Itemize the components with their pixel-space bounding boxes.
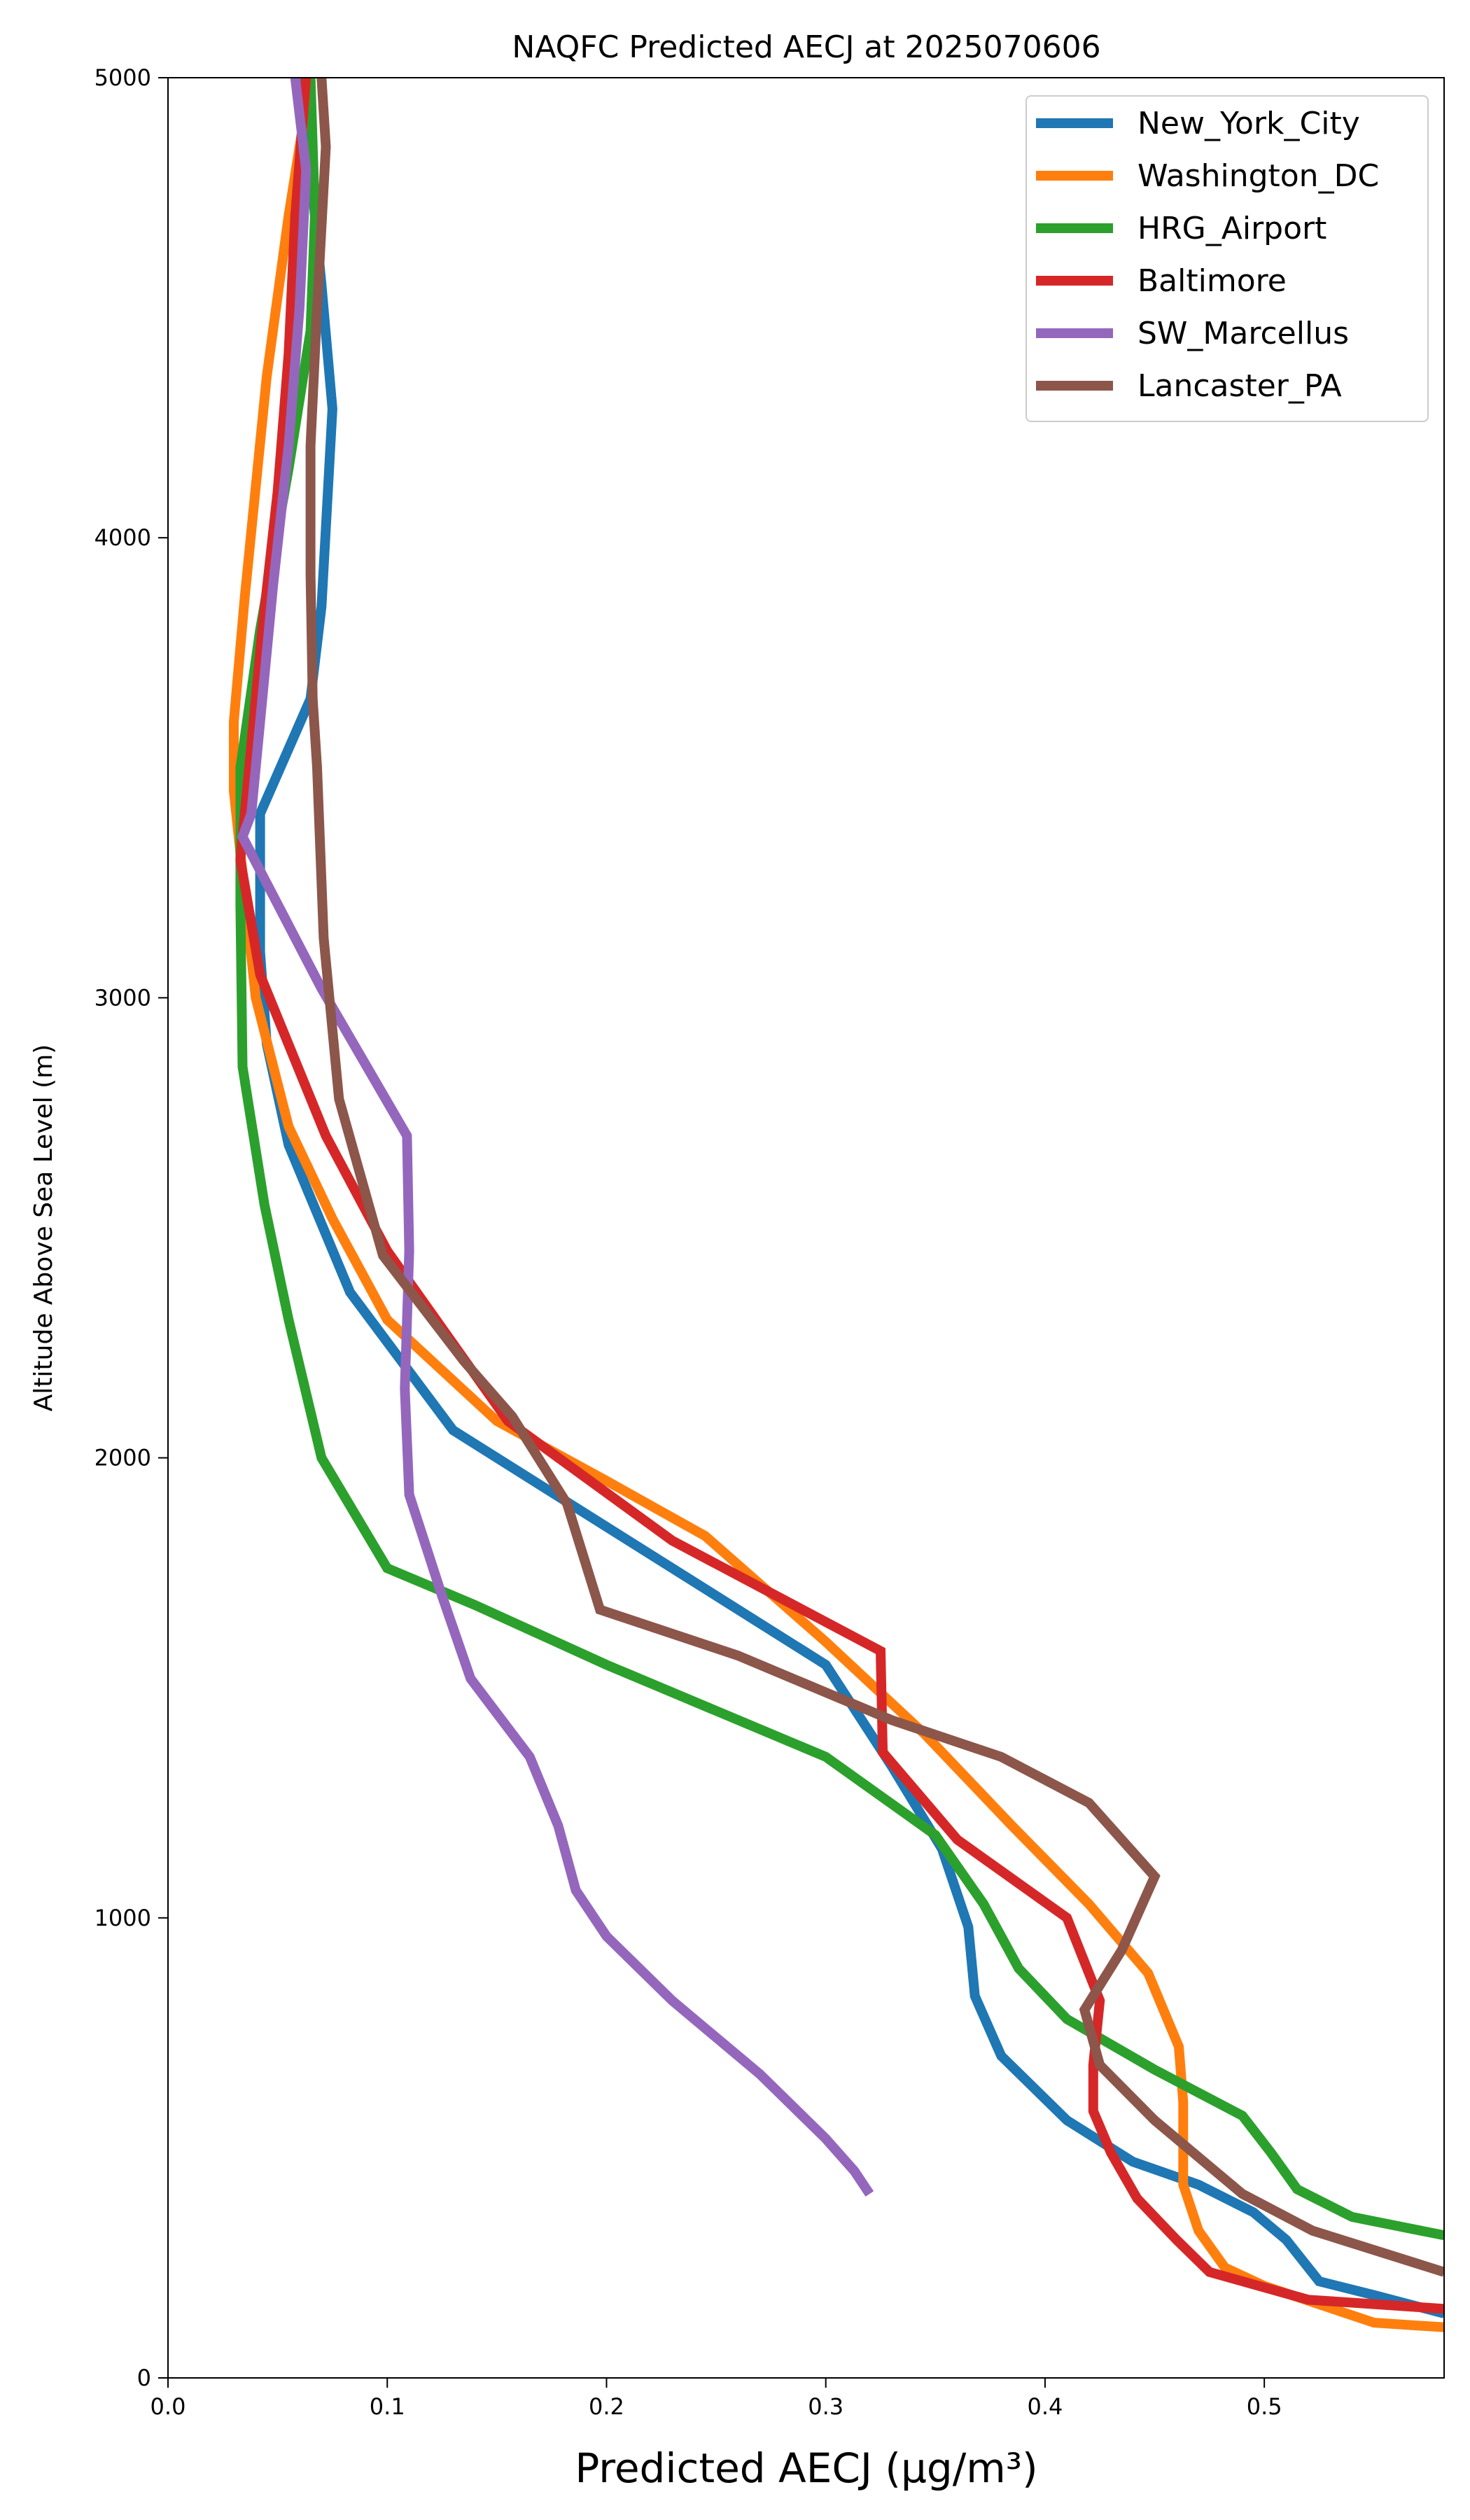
y-axis: 0 1000 2000 3000 4000 5000 — [94, 64, 168, 2391]
y-tick-label: 0 — [137, 2365, 151, 2391]
plot-frame — [167, 77, 1445, 2379]
legend-label-hrg-airport: HRG_Airport — [1138, 211, 1326, 246]
legend-label-new-york-city: New_York_City — [1138, 106, 1360, 141]
x-axis-label: Predicted AECJ (μg/m³) — [575, 2444, 1037, 2492]
series-line-new-york-city — [255, 78, 1444, 2318]
y-tick-label: 2000 — [94, 1445, 151, 1471]
x-tick-label: 0.2 — [589, 2393, 624, 2420]
legend-frame — [1026, 95, 1429, 422]
x-tick-label: 0.0 — [150, 2393, 186, 2420]
y-tick-label: 3000 — [94, 984, 151, 1011]
series-layer — [229, 78, 1444, 2332]
chart-title: NAQFC Predicted AECJ at 2025070606 — [512, 29, 1100, 65]
x-axis: 0.0 0.1 0.2 0.3 0.4 0.5 — [150, 2378, 1282, 2420]
series-line-sw-marcellus — [237, 78, 874, 2197]
legend: New_York_City Washington_DC HRG_Airport Bal… — [1026, 95, 1429, 422]
y-tick-label: 4000 — [94, 524, 151, 551]
y-axis-label: Altitude Above Sea Level (m) — [29, 1044, 58, 1412]
series-line-lancaster-pa — [305, 78, 1444, 2277]
x-tick-label: 0.4 — [1027, 2393, 1063, 2420]
x-tick-label: 0.5 — [1247, 2393, 1282, 2420]
legend-label-washington-dc: Washington_DC — [1138, 158, 1379, 194]
legend-label-sw-marcellus: SW_Marcellus — [1138, 316, 1349, 351]
legend-label-baltimore: Baltimore — [1138, 263, 1287, 299]
series-line-baltimore — [235, 78, 1444, 2314]
x-tick-label: 0.1 — [370, 2393, 405, 2420]
x-tick-label: 0.3 — [808, 2393, 844, 2420]
legend-label-lancaster-pa: Lancaster_PA — [1138, 368, 1342, 404]
y-tick-label: 1000 — [94, 1905, 151, 1931]
y-tick-label: 5000 — [94, 64, 151, 91]
